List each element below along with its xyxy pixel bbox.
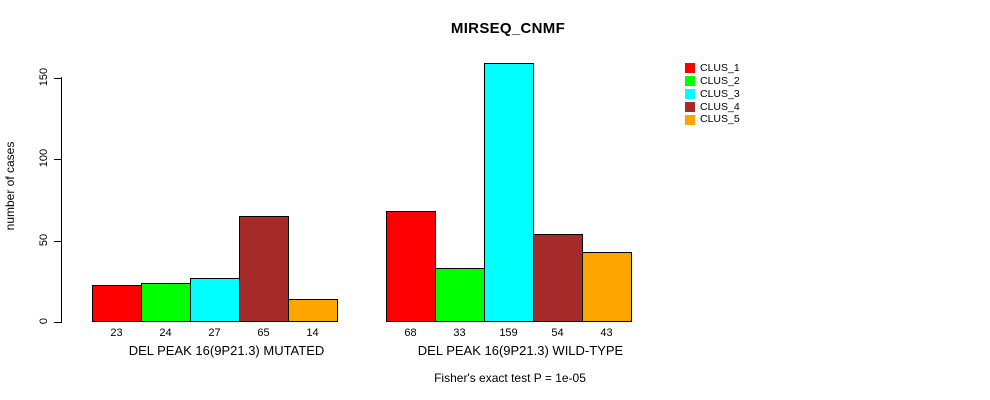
bar-clus_1-group1 [92,285,142,322]
bar-clus_4-group1 [239,216,289,322]
legend-item: CLUS_2 [685,75,740,88]
legend-swatch-clus_5 [685,114,695,125]
bar-value-label: 24 [159,327,172,339]
legend-label: CLUS_2 [700,74,740,87]
legend-item: CLUS_5 [685,113,740,126]
y-tick [54,159,61,160]
legend-label: CLUS_3 [700,87,740,100]
legend-label: CLUS_4 [700,100,740,113]
legend-swatch-clus_3 [685,88,695,99]
bar-value-label: 68 [404,327,417,339]
y-tick-label: 100 [38,148,50,168]
bar-clus_3-group1 [190,278,240,322]
y-tick-label: 150 [38,67,50,87]
legend-swatch-clus_1 [685,63,695,74]
legend-swatch-clus_2 [685,76,695,87]
y-tick-label: 50 [38,233,50,247]
bar-value-label: 43 [600,327,613,339]
fisher-test-annotation: Fisher's exact test P = 1e-05 [434,371,586,385]
bar-clus_5-group1 [288,299,338,322]
bar-value-label: 159 [499,327,518,339]
y-tick [54,322,61,323]
bar-value-label: 27 [208,327,221,339]
bar-clus_1-group2 [386,211,436,322]
y-tick [54,241,61,242]
legend-label: CLUS_1 [700,62,740,75]
bar-value-label: 23 [110,327,123,339]
bar-value-label: 54 [551,327,564,339]
y-axis-line [61,77,62,323]
legend-item: CLUS_1 [685,62,740,75]
group-label: DEL PEAK 16(9P21.3) WILD-TYPE [417,343,624,358]
legend: CLUS_1 CLUS_2 CLUS_3 CLUS_4 CLUS_5 [685,62,740,126]
group-label: DEL PEAK 16(9P21.3) MUTATED [128,343,325,358]
bar-value-label: 65 [257,327,270,339]
bar-clus_3-group2 [484,63,534,322]
y-tick-label: 0 [38,317,50,325]
bar-value-label: 14 [306,327,319,339]
legend-swatch-clus_4 [685,101,695,112]
chart-title: MIRSEQ_CNMF [450,20,566,37]
bar-clus_2-group2 [435,268,485,322]
y-tick [54,78,61,79]
bar-value-label: 33 [453,327,466,339]
legend-item: CLUS_3 [685,88,740,101]
legend-item: CLUS_4 [685,100,740,113]
bar-clus_4-group2 [533,234,583,322]
bar-clus_5-group2 [582,252,632,322]
legend-label: CLUS_5 [700,113,740,126]
bar-clus_2-group1 [141,283,191,322]
